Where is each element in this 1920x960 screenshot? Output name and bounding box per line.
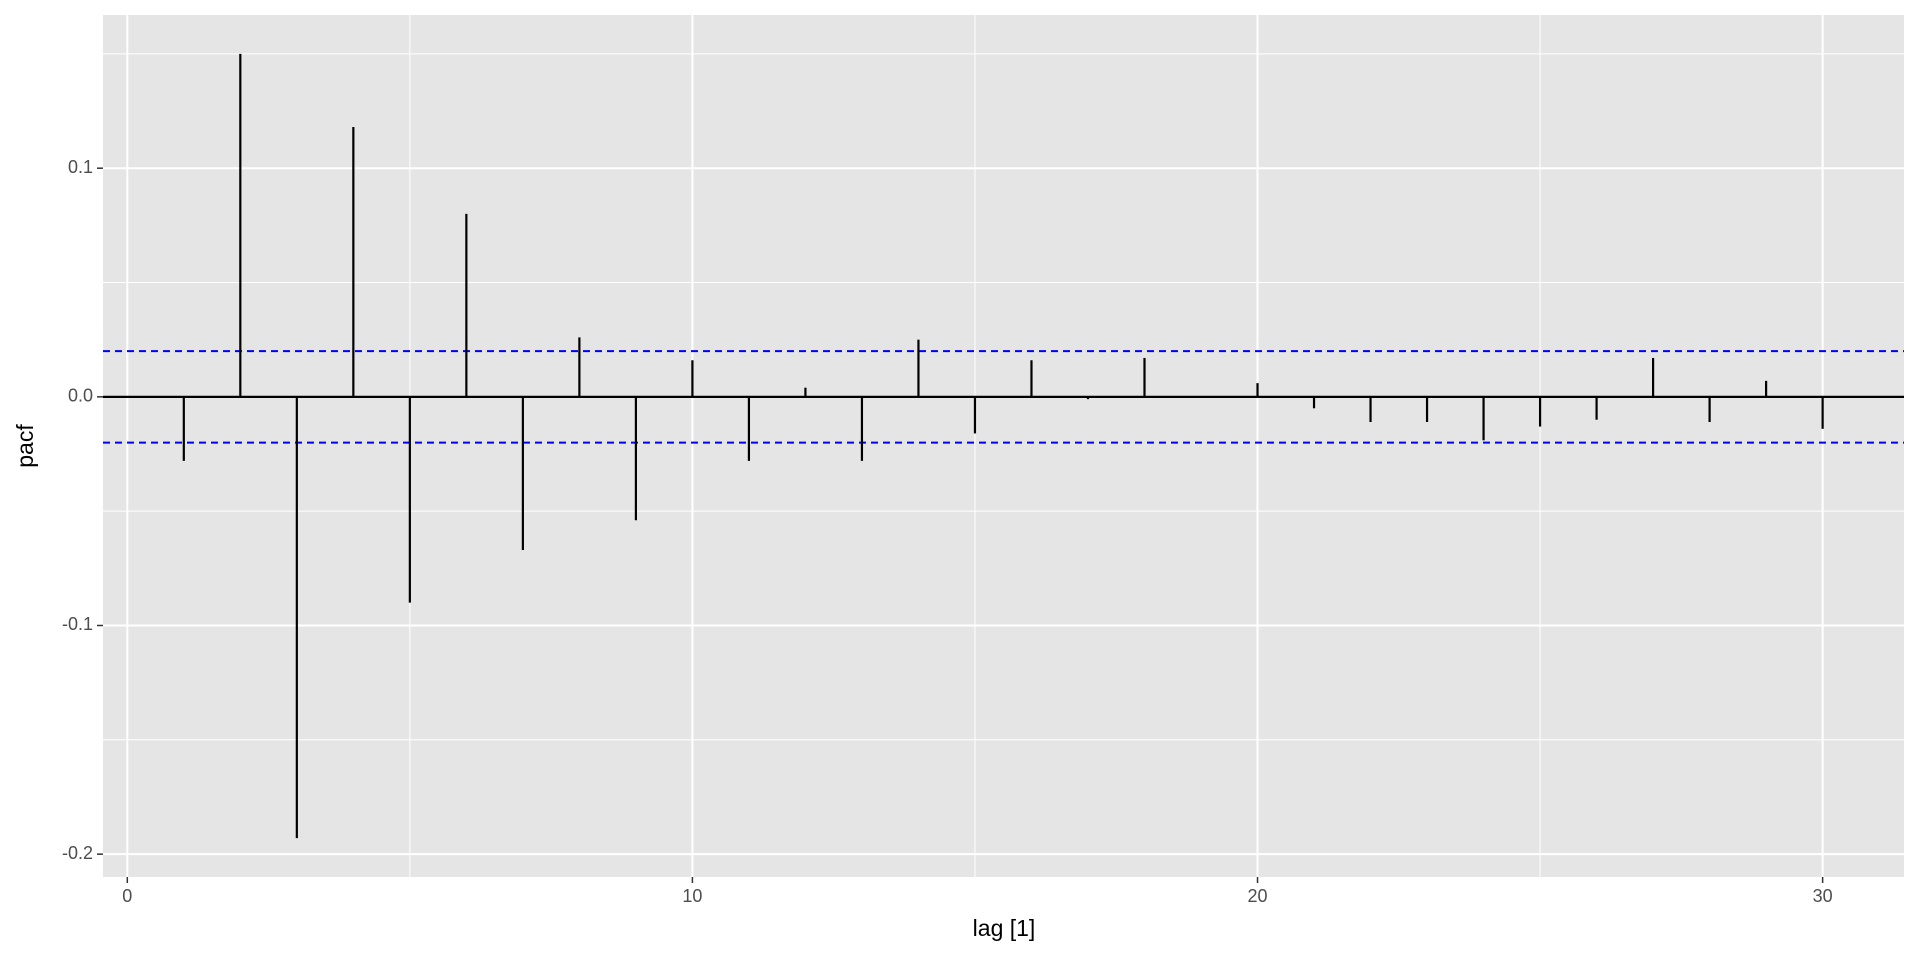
- y-tick-label: -0.2: [62, 843, 93, 863]
- y-tick-label: 0.0: [68, 386, 93, 406]
- x-axis-title: lag [1]: [973, 915, 1036, 941]
- x-tick-label: 0: [122, 886, 132, 906]
- y-axis-title: pacf: [12, 424, 38, 468]
- x-tick-label: 20: [1248, 886, 1268, 906]
- panel: [103, 15, 1904, 877]
- y-tick-label: 0.1: [68, 157, 93, 177]
- x-tick-label: 10: [682, 886, 702, 906]
- x-tick-label: 30: [1813, 886, 1833, 906]
- y-tick-label: -0.1: [62, 614, 93, 634]
